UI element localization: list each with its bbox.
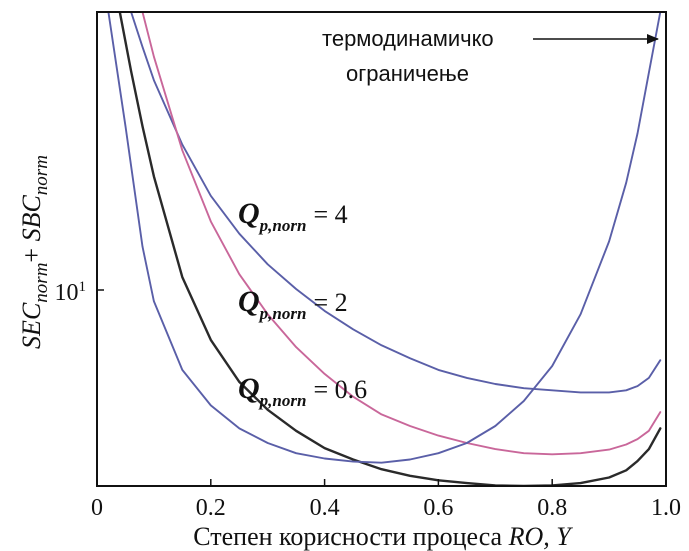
y-tick-label: 101 xyxy=(55,279,87,306)
callout-text-line2: ограничење xyxy=(346,61,469,86)
series-line-3 xyxy=(118,12,662,486)
plot-frame xyxy=(96,11,667,487)
plot-area xyxy=(97,12,666,486)
x-tick-label: 0 xyxy=(91,495,103,521)
series-line-2 xyxy=(141,12,662,456)
series-line-1 xyxy=(130,12,662,394)
x-tick-label: 1.0 xyxy=(651,495,681,521)
series-label-q2: Qp,norn = 2 xyxy=(238,285,348,323)
callout-text-line1: термодинамичко xyxy=(322,26,494,51)
series-label-q06: Qp,norn = 0.6 xyxy=(238,372,367,410)
x-tick-label: 0.2 xyxy=(196,495,226,521)
y-axis-label: SECnorm+ SBCnorm xyxy=(17,155,52,349)
x-tick-label: 0.8 xyxy=(537,495,567,521)
x-tick-label: 0.4 xyxy=(310,495,340,521)
x-axis-ticks: 0 0.2 0.4 0.6 0.8 1.0 xyxy=(91,479,681,521)
x-axis-label: Степен корисности процеса RO, Y xyxy=(193,522,573,551)
series-layer xyxy=(107,12,662,486)
series-line-4 xyxy=(107,12,662,464)
x-tick-label: 0.6 xyxy=(423,495,453,521)
series-label-q4: Qp,norn = 4 xyxy=(238,197,348,235)
